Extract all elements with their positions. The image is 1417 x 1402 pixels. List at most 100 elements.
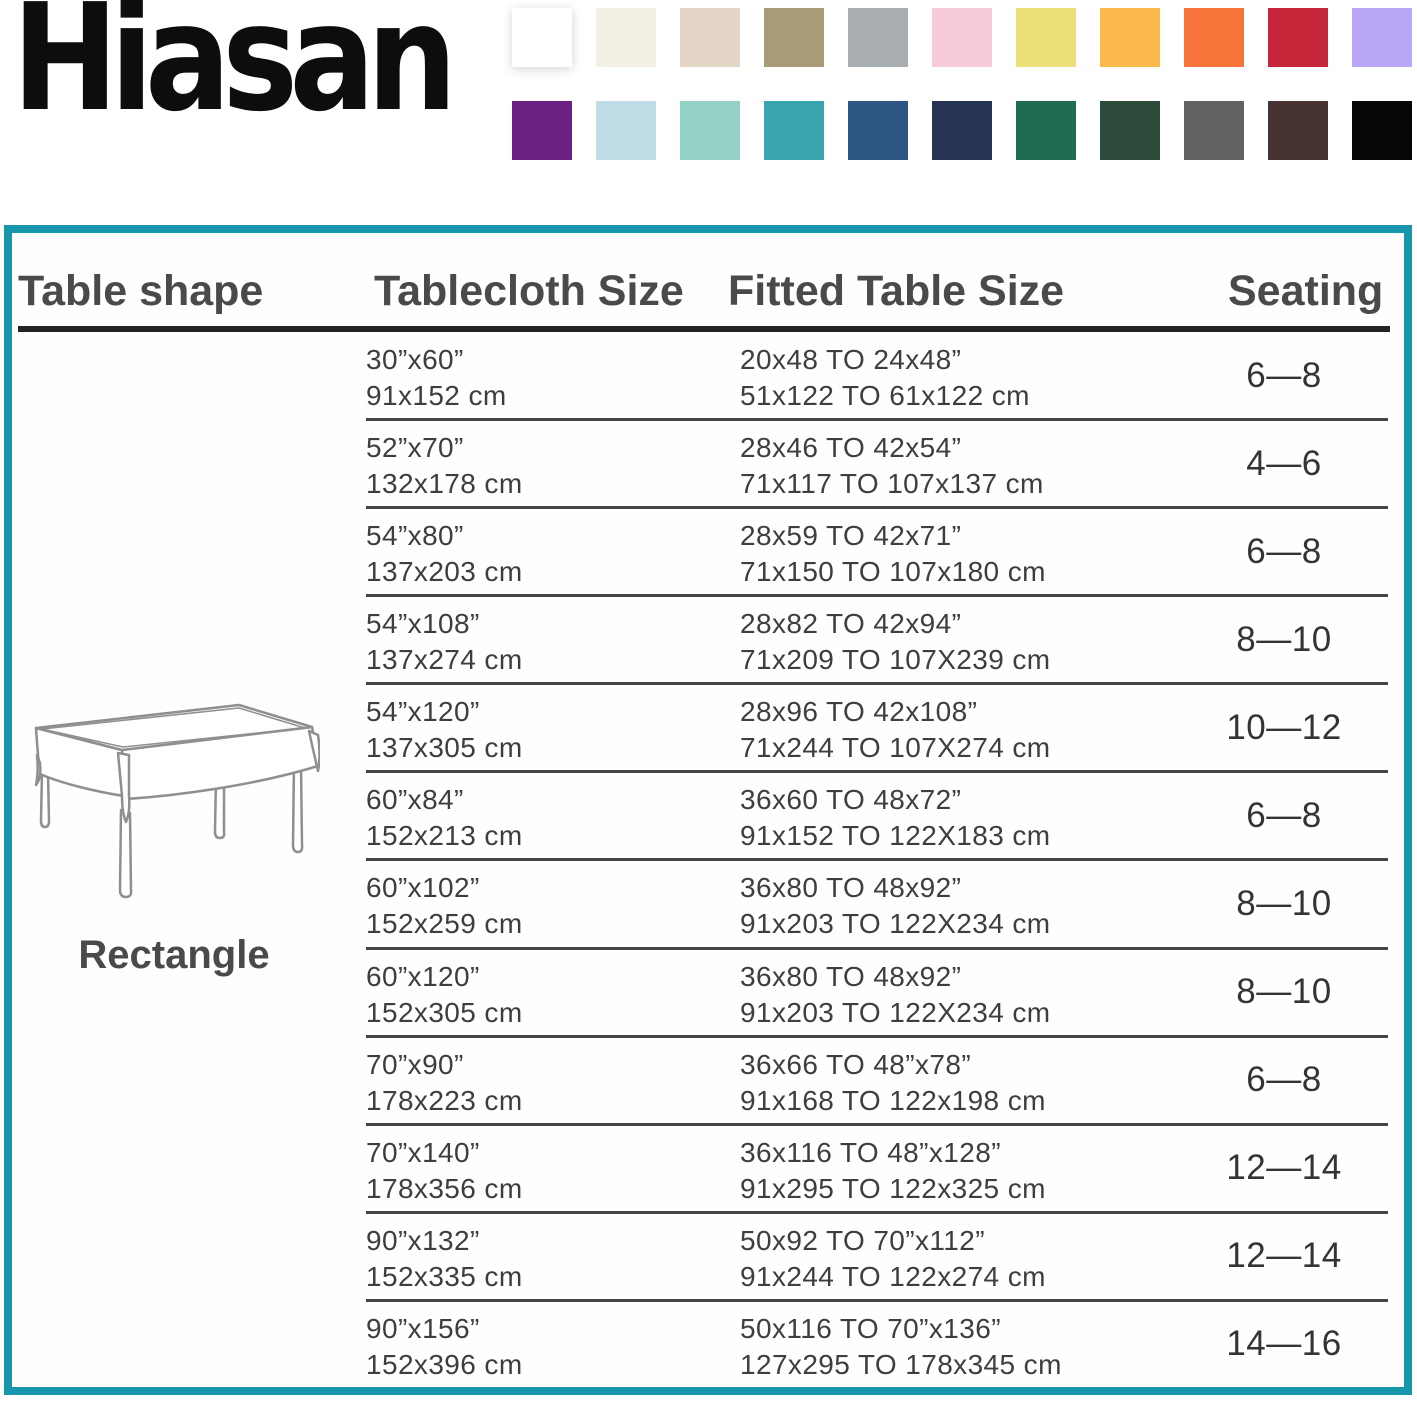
fitted-size-inches: 28x46 TO 42x54” [740,432,962,464]
fitted-size-cm: 71x150 TO 107x180 cm [740,556,1046,588]
header-divider [18,326,1390,332]
tablecloth-size-inches: 52”x70” [366,432,464,464]
color-swatch-red [1268,8,1328,67]
fitted-size-cell: 50x116 TO 70”x136” 127x295 TO 178x345 cm [740,1302,1180,1387]
tablecloth-size-cell: 90”x156” 152x396 cm [366,1302,740,1387]
tablecloth-size-inches: 70”x90” [366,1048,464,1080]
column-header-tablecloth-size: Tablecloth Size [374,267,684,315]
tablecloth-size-inches: 30”x60” [366,344,464,375]
fitted-size-inches: 28x59 TO 42x71” [740,520,962,552]
seating-range: 6—8 [1246,795,1322,835]
fitted-size-inches: 36x116 TO 48”x128” [740,1136,1001,1168]
fitted-size-inches: 28x96 TO 42x108” [740,696,978,728]
table-row: 54”x80” 137x203 cm 28x59 TO 42x71” 71x150 T… [366,509,1388,598]
tablecloth-size-cm: 152x213 cm [366,820,523,852]
tablecloth-size-inches: 54”x108” [366,608,480,640]
fitted-size-cm: 91x244 TO 122x274 cm [740,1260,1046,1292]
tablecloth-size-cell: 54”x108” 137x274 cm [366,597,740,682]
size-table-rows: 30”x60” 91x152 cm 20x48 TO 24x48” 51x122 TO… [366,333,1388,1387]
color-swatch-teal [764,101,824,160]
table-row: 70”x140” 178x356 cm 36x116 TO 48”x128” 91x2… [366,1126,1388,1214]
brand-logo: Hiasan [12,0,457,144]
color-swatch-orange [1184,8,1244,67]
fitted-size-cm: 71x209 TO 107X239 cm [740,644,1051,676]
color-swatch-emerald [1016,101,1076,160]
table-row: 70”x90” 178x223 cm 36x66 TO 48”x78” 91x168 … [366,1038,1388,1126]
tablecloth-size-inches: 60”x84” [366,784,464,816]
seating-range: 6—8 [1246,531,1322,571]
tablecloth-size-cm: 152x305 cm [366,996,523,1028]
tablecloth-size-inches: 60”x120” [366,960,480,992]
tablecloth-size-cell: 30”x60” 91x152 cm [366,333,740,418]
tablecloth-size-cell: 60”x102” 152x259 cm [366,861,740,946]
fitted-size-inches: 28x82 TO 42x94” [740,608,962,640]
column-header-table-shape: Table shape [18,267,264,315]
tablecloth-size-cm: 132x178 cm [366,468,523,500]
tablecloth-size-cm: 152x259 cm [366,908,523,940]
table-row: 54”x120” 137x305 cm 28x96 TO 42x108” 71x244… [366,685,1388,774]
fitted-size-cell: 28x46 TO 42x54” 71x117 TO 107x137 cm [740,421,1180,506]
tablecloth-size-cell: 70”x90” 178x223 cm [366,1038,740,1123]
column-header-fitted-table-size: Fitted Table Size [728,267,1065,315]
fitted-size-inches: 50x92 TO 70”x112” [740,1224,985,1256]
table-row: 60”x102” 152x259 cm 36x80 TO 48x92” 91x203 … [366,861,1388,950]
fitted-size-cm: 91x203 TO 122X234 cm [740,908,1051,940]
tablecloth-size-cell: 70”x140” 178x356 cm [366,1126,740,1211]
tablecloth-size-cell: 52”x70” 132x178 cm [366,421,740,506]
fitted-size-cell: 20x48 TO 24x48” 51x122 TO 61x122 cm [740,333,1180,418]
fitted-size-cm: 71x244 TO 107X274 cm [740,732,1051,764]
color-swatch-navy [932,101,992,160]
tablecloth-size-cm: 137x305 cm [366,732,523,764]
seating-range: 8—10 [1236,884,1332,923]
table-shape-label: Rectangle [78,933,270,977]
fitted-size-cm: 91x152 TO 122X183 cm [740,820,1051,852]
color-swatch-lavender [1352,8,1412,67]
fitted-size-cm: 91x168 TO 122x198 cm [740,1084,1046,1116]
tablecloth-size-cm: 137x274 cm [366,644,523,676]
table-row: 90”x132” 152x335 cm 50x92 TO 70”x112” 91x24… [366,1214,1388,1302]
color-swatch-row-2 [512,101,1412,160]
seating-range: 12—14 [1226,1148,1342,1188]
tablecloth-size-cm: 91x152 cm [366,380,507,411]
tablecloth-size-cm: 178x223 cm [366,1084,523,1116]
seating-range: 8—10 [1236,972,1332,1012]
fitted-size-cm: 91x295 TO 122x325 cm [740,1172,1046,1204]
color-swatch-dark-gray [1184,101,1244,160]
fitted-size-cm: 51x122 TO 61x122 cm [740,380,1030,411]
seating-range: 6—8 [1246,1060,1322,1100]
fitted-size-inches: 36x80 TO 48x92” [740,872,962,904]
fitted-size-cell: 36x66 TO 48”x78” 91x168 TO 122x198 cm [740,1038,1180,1123]
fitted-size-cm: 71x117 TO 107x137 cm [740,468,1044,500]
column-header-seating: Seating [1228,267,1384,315]
table-row: 52”x70” 132x178 cm 28x46 TO 42x54” 71x117 T… [366,421,1388,510]
color-swatch-aqua [680,101,740,160]
tablecloth-size-inches: 60”x102” [366,872,480,904]
seating-range: 10—12 [1226,707,1342,747]
seating-range: 6—8 [1246,355,1322,395]
tablecloth-size-cm: 178x356 cm [366,1172,523,1204]
fitted-size-inches: 36x60 TO 48x72” [740,784,962,816]
color-swatch-gray [848,8,908,67]
tablecloth-size-cm: 152x396 cm [366,1348,523,1380]
fitted-size-cell: 28x82 TO 42x94” 71x209 TO 107X239 cm [740,597,1180,682]
table-row: 60”x120” 152x305 cm 36x80 TO 48x92” 91x203 … [366,950,1388,1038]
tablecloth-size-cell: 60”x84” 152x213 cm [366,773,740,858]
table-row: 60”x84” 152x213 cm 36x60 TO 48x72” 91x152 T… [366,773,1388,862]
fitted-size-inches: 20x48 TO 24x48” [740,344,962,375]
tablecloth-size-inches: 54”x80” [366,520,464,552]
table-row: 90”x156” 152x396 cm 50x116 TO 70”x136” 127x… [366,1302,1388,1387]
tablecloth-size-cell: 54”x80” 137x203 cm [366,509,740,594]
tablecloth-size-cell: 60”x120” 152x305 cm [366,950,740,1035]
color-swatch-dark-green [1100,101,1160,160]
color-swatch-pink [932,8,992,67]
fitted-size-cell: 36x116 TO 48”x128” 91x295 TO 122x325 cm [740,1126,1180,1211]
tablecloth-size-inches: 90”x132” [366,1224,480,1256]
tablecloth-size-cm: 152x335 cm [366,1260,523,1292]
tablecloth-size-inches: 54”x120” [366,696,480,728]
color-swatch-brown [1268,101,1328,160]
fitted-size-cell: 36x80 TO 48x92” 91x203 TO 122X234 cm [740,950,1180,1035]
tablecloth-size-cell: 90”x132” 152x335 cm [366,1214,740,1299]
size-chart-table: Table shape Tablecloth Size Fitted Table… [4,225,1412,1395]
tablecloth-size-inches: 70”x140” [366,1136,480,1168]
